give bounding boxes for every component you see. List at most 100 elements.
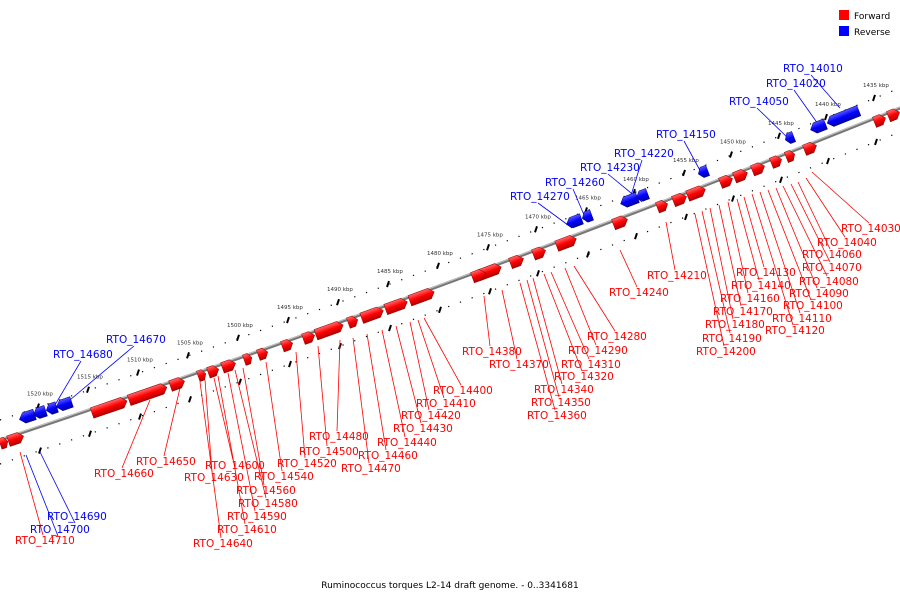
forward-label-leader <box>709 207 734 320</box>
forward-label-leader <box>543 273 583 372</box>
forward-gene <box>220 359 236 374</box>
forward-gene-label: RTO_14160 <box>720 293 780 305</box>
kbp-major-tick <box>634 232 638 240</box>
kbp-tick-label: 1505 kbp <box>177 340 203 346</box>
forward-gene-label: RTO_14420 <box>401 410 461 422</box>
forward-gene-label: RTO_14410 <box>416 398 476 410</box>
kbp-tick-label: 1515 kbp <box>77 375 103 381</box>
kbp-major-tick <box>386 280 390 288</box>
reverse-gene-label: RTO_14150 <box>656 129 716 141</box>
forward-label-leader <box>775 187 818 289</box>
reverse-gene-label: RTO_14260 <box>545 177 605 189</box>
forward-label-leader <box>409 321 430 411</box>
kbp-major-tick <box>682 169 686 177</box>
kbp-major-tick <box>486 243 490 251</box>
forward-label-leader <box>550 271 590 360</box>
reverse-label-leader <box>51 360 82 411</box>
forward-label-leader <box>701 210 731 334</box>
forward-gene-label: RTO_14480 <box>309 431 369 443</box>
kbp-major-tick <box>186 351 190 359</box>
forward-label-leader <box>395 325 422 424</box>
reverse-gene-label: RTO_14230 <box>580 162 640 174</box>
forward-gene-label: RTO_14090 <box>789 288 849 300</box>
forward-gene-label: RTO_14600 <box>205 460 265 472</box>
reverse-gene <box>620 192 640 208</box>
reverse-gene <box>45 401 59 415</box>
kbp-major-tick <box>336 298 340 306</box>
reverse-label-leader <box>810 74 841 109</box>
kbp-tick-label: 1455 kbp <box>673 158 699 164</box>
reverse-gene-label: RTO_14050 <box>729 96 789 108</box>
genome-caption: Ruminococcus torques L2-14 draft genome.… <box>321 581 578 591</box>
forward-gene-label: RTO_14590 <box>227 511 287 523</box>
forward-label-leader <box>381 329 406 438</box>
forward-gene-label: RTO_14370 <box>489 359 549 371</box>
forward-gene <box>383 297 408 316</box>
forward-gene <box>346 315 358 329</box>
forward-gene-label: RTO_14440 <box>377 437 437 449</box>
forward-gene-label: RTO_14340 <box>534 384 594 396</box>
legend-reverse-swatch <box>839 26 849 36</box>
forward-gene-label: RTO_14240 <box>609 287 669 299</box>
reverse-label-leader <box>537 202 573 229</box>
forward-gene <box>6 432 24 447</box>
forward-label-leader <box>759 191 801 314</box>
forward-gene-label: RTO_14580 <box>238 498 298 510</box>
forward-gene-label: RTO_14540 <box>254 471 314 483</box>
kbp-tick-label: 1495 kbp <box>277 305 303 311</box>
kbp-tick-label: 1485 kbp <box>377 269 403 275</box>
forward-label-leader <box>199 381 222 539</box>
forward-gene-label: RTO_14500 <box>299 446 359 458</box>
legend-forward-label: Forward <box>854 12 890 22</box>
forward-gene <box>802 141 817 156</box>
forward-gene <box>206 365 219 379</box>
forward-gene-label: RTO_14060 <box>802 249 862 261</box>
forward-gene-label: RTO_14350 <box>531 397 591 409</box>
reverse-label-leader <box>793 89 819 125</box>
forward-gene-label: RTO_14630 <box>184 472 244 484</box>
forward-gene-label: RTO_14660 <box>94 468 154 480</box>
forward-label-leader <box>526 279 560 398</box>
reverse-label-leader <box>63 345 135 406</box>
reverse-label-leader <box>756 107 791 141</box>
kbp-major-tick <box>86 386 90 394</box>
forward-gene-label: RTO_14110 <box>772 313 832 325</box>
reverse-gene <box>566 213 584 229</box>
forward-label-leader <box>573 265 616 332</box>
forward-gene <box>531 246 546 261</box>
forward-gene-label: RTO_14640 <box>193 538 253 550</box>
forward-gene <box>196 369 207 382</box>
forward-label-leader <box>727 201 749 294</box>
forward-gene-label: RTO_14560 <box>236 485 296 497</box>
forward-gene-label: RTO_14280 <box>587 331 647 343</box>
forward-label-leader <box>811 171 870 224</box>
kbp-major-tick <box>534 226 538 233</box>
forward-label-leader <box>736 198 760 281</box>
forward-label-leader <box>519 282 556 411</box>
kbp-major-tick <box>872 94 876 102</box>
forward-gene <box>554 235 577 252</box>
reverse-label-leader <box>25 454 59 537</box>
kbp-tick-label: 1510 kbp <box>127 358 153 364</box>
kbp-tick-label: 1460 kbp <box>623 177 649 183</box>
forward-label-leader <box>204 379 213 473</box>
forward-gene <box>872 114 886 128</box>
kbp-tick-label: 1450 kbp <box>720 140 746 146</box>
kbp-tick-label: 1490 kbp <box>327 287 353 293</box>
forward-label-leader <box>751 193 794 326</box>
kbp-tick-label: 1465 kbp <box>575 195 601 201</box>
reverse-gene <box>56 396 74 411</box>
reverse-gene-label: RTO_14670 <box>106 334 166 346</box>
reverse-gene-label: RTO_14700 <box>30 524 90 536</box>
legend-reverse-label: Reverse <box>854 28 891 38</box>
reverse-gene <box>636 188 650 202</box>
label-leaders <box>19 74 870 539</box>
reverse-gene-label: RTO_14020 <box>766 78 826 90</box>
kbp-tick-label: 1500 kbp <box>227 323 253 329</box>
forward-gene <box>280 339 293 353</box>
reverse-gene-label: RTO_14690 <box>47 511 107 523</box>
kbp-major-tick <box>684 213 688 221</box>
gene-labels: RTO_14010 RTO_14020 RTO_14050 RTO_14150 RTO_… <box>15 63 900 550</box>
reverse-label-leader <box>39 451 76 524</box>
forward-gene-label: RTO_14610 <box>217 524 277 536</box>
